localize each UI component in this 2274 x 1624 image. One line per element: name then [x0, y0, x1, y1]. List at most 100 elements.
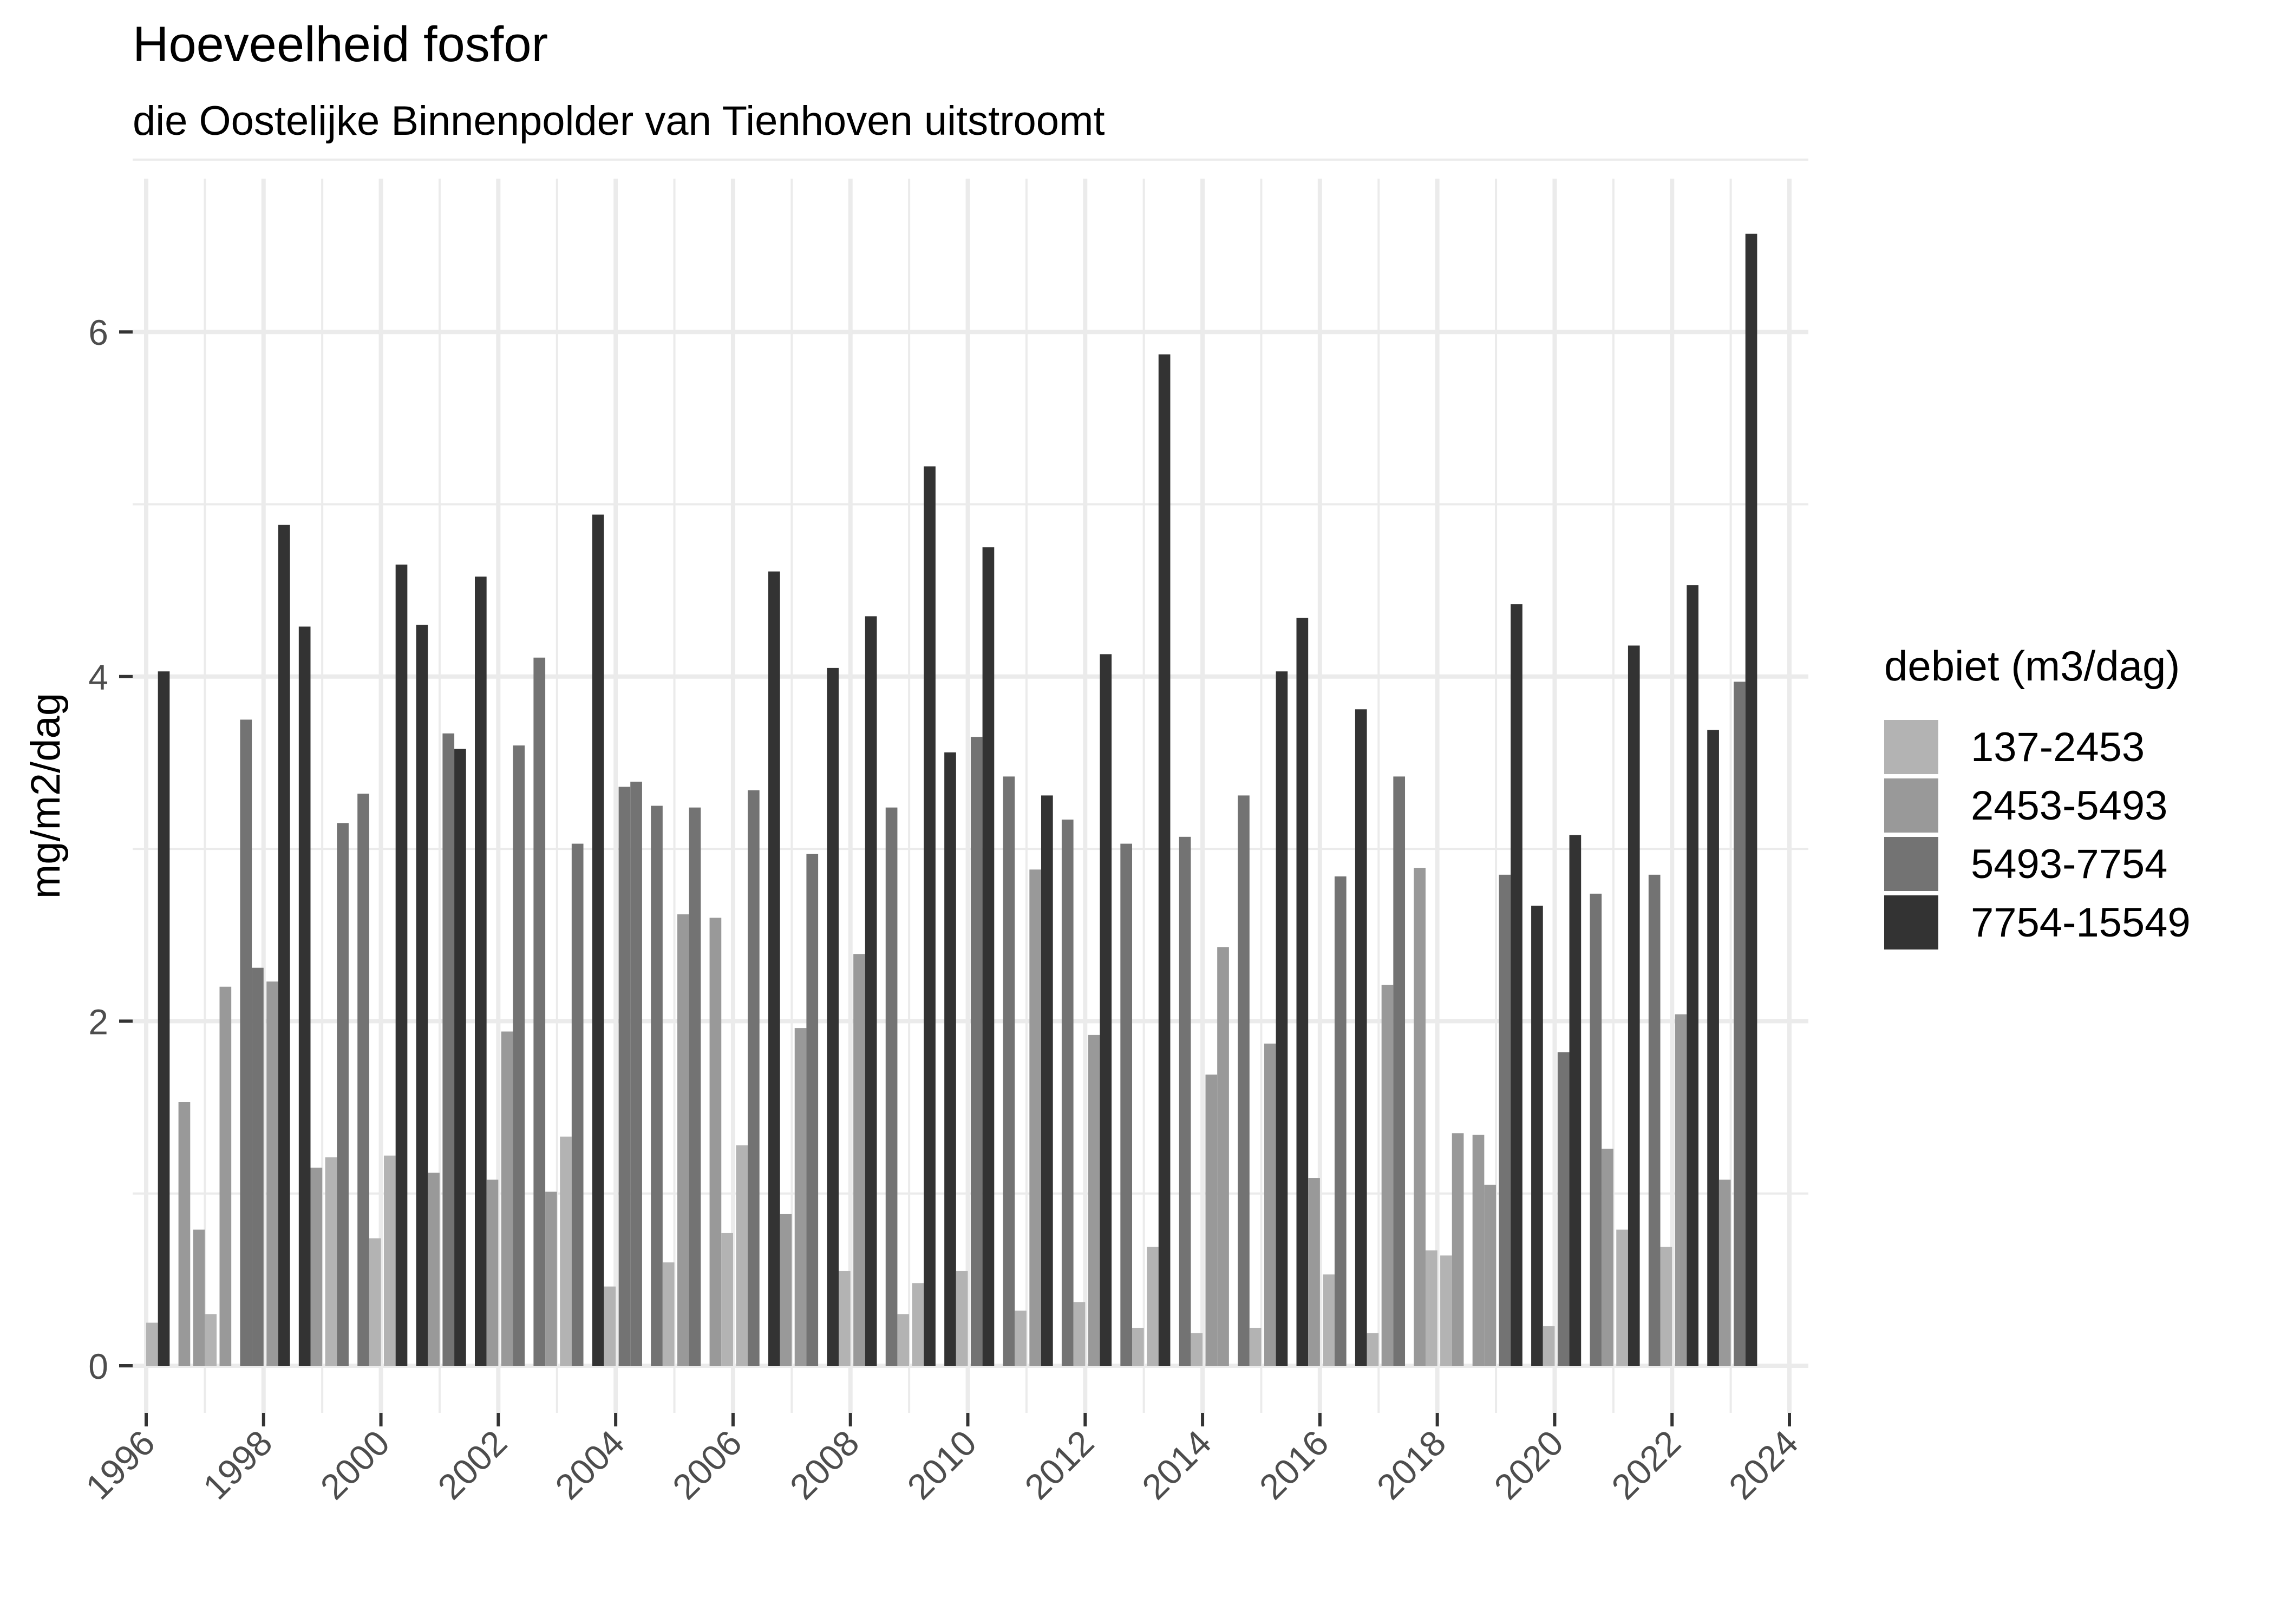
x-tick-label: 1998	[195, 1423, 280, 1507]
bar	[885, 807, 898, 1366]
bar	[369, 1238, 381, 1366]
bar	[1472, 1135, 1485, 1366]
x-tick-label: 2004	[547, 1423, 632, 1507]
bar	[1191, 1333, 1203, 1366]
bar	[571, 843, 584, 1366]
x-tick-label: 2008	[782, 1423, 866, 1507]
bar	[325, 1157, 337, 1366]
bar	[1543, 1326, 1555, 1366]
bar	[618, 787, 631, 1366]
bar	[395, 564, 408, 1366]
bar	[1687, 585, 1698, 1366]
x-tick-label: 2002	[430, 1423, 514, 1507]
legend-label: 7754-15549	[1971, 899, 2191, 946]
bar	[1734, 682, 1746, 1366]
bar	[1296, 618, 1309, 1366]
bar	[1414, 868, 1426, 1366]
bar	[689, 807, 701, 1366]
bar	[1061, 819, 1074, 1366]
bar	[1015, 1311, 1027, 1366]
bar	[1484, 1184, 1497, 1366]
bar	[278, 525, 290, 1366]
bar	[193, 1229, 205, 1366]
legend-label: 2453-5493	[1971, 782, 2168, 829]
bar	[533, 657, 546, 1366]
bar	[1707, 730, 1719, 1366]
x-tick-label: 2016	[1252, 1423, 1336, 1507]
bar	[721, 1233, 733, 1366]
x-tick-label: 2010	[899, 1423, 984, 1507]
bar	[1041, 795, 1053, 1366]
bar	[1569, 835, 1582, 1366]
chart-title: Hoeveelheid fosfor	[133, 17, 548, 72]
bar	[1381, 985, 1394, 1366]
legend: debiet (m3/dag) 137-2453 2453-5493 5493-…	[1884, 641, 2191, 952]
bar	[1675, 1014, 1687, 1366]
bar	[982, 547, 995, 1366]
bar	[1511, 604, 1522, 1366]
bar	[1158, 354, 1171, 1366]
y-axis-label: mg/m2/dag	[23, 693, 69, 899]
bar	[912, 1283, 924, 1366]
bar	[442, 733, 455, 1366]
legend-label: 5493-7754	[1971, 841, 2168, 887]
legend-item: 7754-15549	[1884, 893, 2191, 952]
bar	[1393, 776, 1406, 1366]
bar	[853, 954, 865, 1366]
legend-title: debiet (m3/dag)	[1884, 642, 2180, 690]
bar	[806, 854, 819, 1366]
bar	[794, 1028, 807, 1366]
bar	[428, 1173, 440, 1366]
bar	[748, 790, 760, 1366]
bar	[1003, 776, 1015, 1366]
bar	[310, 1167, 323, 1366]
bar	[1249, 1327, 1262, 1366]
y-tick-label: 0	[88, 1346, 108, 1386]
bar	[357, 794, 369, 1366]
bar	[1264, 1043, 1276, 1366]
bar	[1452, 1133, 1464, 1366]
x-tick-label: 2020	[1486, 1423, 1571, 1507]
x-tick-label: 2006	[665, 1423, 749, 1507]
bar	[1334, 876, 1347, 1366]
bar	[1616, 1229, 1628, 1366]
bar	[839, 1271, 851, 1366]
bar	[897, 1314, 910, 1366]
bar	[560, 1136, 572, 1366]
bar	[944, 752, 956, 1366]
bar	[1745, 233, 1757, 1366]
y-tick-label: 4	[88, 657, 108, 697]
bar	[1440, 1255, 1452, 1366]
bar	[298, 626, 311, 1366]
bar	[475, 577, 487, 1366]
chart-subtitle: die Oostelijke Binnenpolder van Tienhove…	[133, 98, 1105, 144]
bar	[1628, 645, 1640, 1366]
legend-swatch	[1884, 837, 1938, 891]
bar	[651, 806, 663, 1366]
bar	[501, 1031, 513, 1366]
bar	[1531, 906, 1543, 1366]
bar	[146, 1322, 158, 1366]
bar	[158, 671, 170, 1366]
y-tick-label: 2	[88, 1001, 108, 1042]
x-tick-label: 2012	[1017, 1423, 1101, 1507]
bar	[1602, 1148, 1613, 1366]
bar	[1590, 893, 1602, 1366]
legend-item: 137-2453	[1884, 718, 2191, 776]
bar	[780, 1214, 792, 1366]
legend-label: 137-2453	[1971, 724, 2145, 770]
bar	[1276, 671, 1288, 1366]
bar	[970, 737, 983, 1366]
bar	[1499, 874, 1511, 1366]
bar	[1308, 1178, 1320, 1366]
legend-swatch	[1884, 778, 1938, 833]
bar	[205, 1314, 217, 1366]
legend-item: 2453-5493	[1884, 776, 2191, 835]
bar	[337, 823, 349, 1366]
bar	[1132, 1327, 1144, 1366]
bar	[1648, 874, 1661, 1366]
bar	[486, 1180, 499, 1366]
bar	[1088, 1034, 1100, 1366]
x-tick-label: 2014	[1134, 1423, 1219, 1507]
bar	[1660, 1247, 1672, 1366]
